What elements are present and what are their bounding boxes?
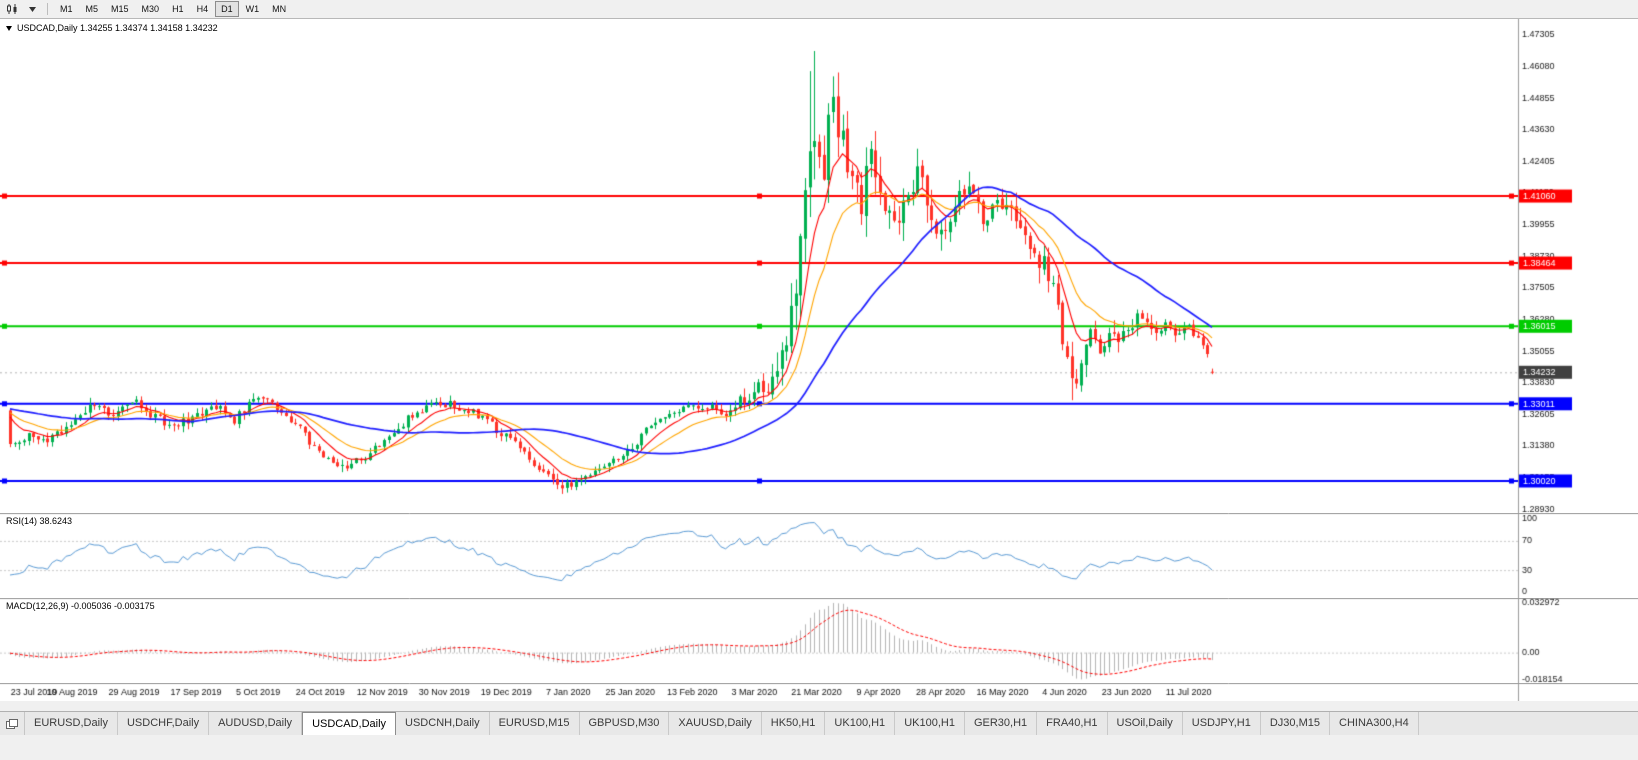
chart-dropdown-icon[interactable] [23, 2, 41, 17]
top-toolbar: M1 M5 M15 M30 H1 H4 D1 W1 MN [0, 0, 1638, 19]
chart-tab[interactable]: USDJPY,H1 [1183, 712, 1261, 735]
chart-tab[interactable]: CHINA300,H4 [1330, 712, 1419, 735]
chart-tab[interactable]: GER30,H1 [965, 712, 1038, 735]
window-gap [0, 701, 1638, 711]
timeframe-button[interactable]: H4 [196, 4, 209, 14]
chart-tab[interactable]: DJ30,M15 [1261, 712, 1330, 735]
chart-tab[interactable]: USDCNH,Daily [396, 712, 490, 735]
chart-tab[interactable]: UK100,H1 [825, 712, 896, 735]
rsi-indicator-panel[interactable] [0, 513, 1638, 598]
time-axis[interactable] [0, 683, 1638, 701]
price-chart[interactable] [0, 19, 1638, 513]
timeframe-button[interactable]: W1 [245, 4, 260, 14]
ohlc-info: USDCAD,Daily 1.34255 1.34374 1.34158 1.3… [6, 23, 218, 33]
chart-area: USDCAD,Daily 1.34255 1.34374 1.34158 1.3… [0, 19, 1638, 701]
macd-label: MACD(12,26,9) -0.005036 -0.003175 [6, 601, 155, 611]
chart-tab[interactable]: USOil,Daily [1108, 712, 1183, 735]
timeframe-button[interactable]: M1 [60, 4, 73, 14]
chart-tabs-bar: EURUSD,Daily USDCHF,Daily AUDUSD,Daily USDC… [0, 711, 1638, 735]
chart-tab[interactable]: AUDUSD,Daily [209, 712, 303, 735]
candlestick-chart-icon[interactable] [3, 2, 21, 17]
ohlc-text: USDCAD,Daily 1.34255 1.34374 1.34158 1.3… [17, 23, 218, 33]
chart-tab[interactable]: XAUUSD,Daily [669, 712, 762, 735]
status-strip [0, 735, 1638, 760]
rsi-label: RSI(14) 38.6243 [6, 516, 73, 526]
timeframe-button[interactable]: H1 [172, 4, 184, 14]
chart-tab[interactable]: FRA40,H1 [1037, 712, 1108, 735]
timeframe-button[interactable]: MN [272, 4, 287, 14]
chart-tab[interactable]: GBPUSD,M30 [580, 712, 670, 735]
chart-tab[interactable]: EURUSD,M15 [490, 712, 580, 735]
chart-tab[interactable]: HK50,H1 [762, 712, 826, 735]
macd-indicator-panel[interactable] [0, 598, 1638, 683]
chart-marker-icon [6, 25, 12, 31]
chart-tab[interactable]: UK100,H1 [895, 712, 965, 735]
timeframe-buttons: M1 M5 M15 M30 H1 H4 D1 W1 MN [54, 1, 292, 17]
toolbar-separator [47, 3, 48, 15]
timeframe-button[interactable]: M30 [141, 4, 160, 14]
chart-tab[interactable]: EURUSD,Daily [25, 712, 118, 735]
chart-tab[interactable]: USDCAD,Daily [302, 712, 397, 735]
window-list-icon[interactable] [0, 712, 25, 735]
timeframe-button[interactable]: D1 [215, 1, 239, 17]
timeframe-button[interactable]: M5 [85, 4, 99, 14]
chart-tabs: EURUSD,Daily USDCHF,Daily AUDUSD,Daily USDC… [25, 712, 1419, 735]
chart-tab[interactable]: USDCHF,Daily [118, 712, 210, 735]
timeframe-button[interactable]: M15 [111, 4, 129, 14]
